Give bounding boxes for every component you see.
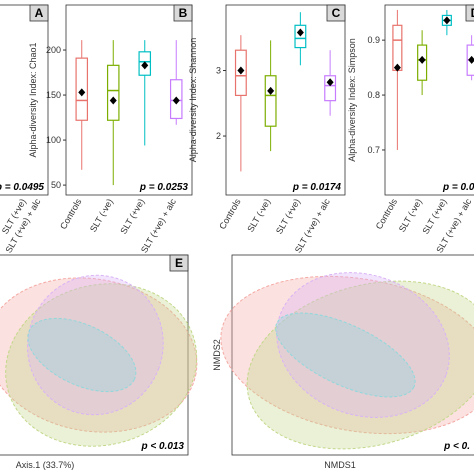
x-tick-label: SLT (-ve) xyxy=(245,197,272,234)
x-tick-label: Controls xyxy=(217,197,243,231)
box xyxy=(106,64,120,121)
group-ellipse xyxy=(27,317,137,393)
mean-marker xyxy=(443,16,451,25)
y-tick-label: 200 xyxy=(46,45,61,55)
group-ellipse xyxy=(27,274,164,416)
panel-letter: D xyxy=(471,6,474,20)
box xyxy=(264,75,277,127)
group-ellipse xyxy=(5,283,198,447)
mean-marker xyxy=(172,96,180,105)
y-tick-label: 3 xyxy=(216,66,221,76)
x-tick-label: SLT (-ve) xyxy=(397,197,424,234)
mean-marker xyxy=(393,63,401,72)
x-tick-label: Controls xyxy=(58,197,84,231)
mean-marker xyxy=(109,96,117,105)
x-tick-label: SLT (+ve) xyxy=(420,197,448,236)
mean-marker xyxy=(237,66,245,75)
p-value: p = 0.0174 xyxy=(292,182,342,193)
strip xyxy=(173,4,193,22)
panel-letter: E xyxy=(175,256,183,270)
panel-letter: C xyxy=(332,6,341,20)
y-tick-label: 0.9 xyxy=(367,35,380,45)
p-value: p = 0.02 xyxy=(442,182,474,193)
group-ellipse xyxy=(220,275,474,435)
strip xyxy=(29,4,49,22)
p-value: p = 0.0253 xyxy=(139,182,189,193)
p-value: p < 0. xyxy=(443,441,470,452)
panel-frame xyxy=(0,4,49,196)
y-axis-label: Alpha-diversity Index: Chao1 xyxy=(28,42,38,157)
y-axis-label: Alpha-diversity Index: Simpson xyxy=(347,38,357,162)
mean-marker xyxy=(141,61,149,70)
group-ellipse xyxy=(276,272,450,418)
mean-marker xyxy=(78,88,86,97)
y-tick-label: 50 xyxy=(51,180,61,190)
x-axis-label: NMDS1 xyxy=(324,460,356,470)
box xyxy=(392,24,403,71)
x-tick-label: SLT (-ve) xyxy=(88,197,115,234)
strip xyxy=(326,4,346,22)
panel-letter: B xyxy=(179,6,188,20)
x-tick-label: SLT (+ve) xyxy=(118,197,146,236)
mean-marker xyxy=(296,28,304,37)
panel-frame xyxy=(0,254,189,456)
y-tick-label: 150 xyxy=(46,90,61,100)
mean-marker xyxy=(326,78,334,87)
y-tick-label: 2 xyxy=(216,131,221,141)
p-value: p = 0.0495 xyxy=(0,182,44,193)
mean-marker xyxy=(418,55,426,64)
p-value: p < 0.013 xyxy=(140,441,184,452)
box xyxy=(324,75,337,102)
x-tick-label: SLT (+ve) + alc xyxy=(139,197,178,255)
panel-frame xyxy=(231,254,474,456)
group-ellipse xyxy=(246,280,474,450)
y-axis-label: Alpha-diversity Index: Shannon xyxy=(188,38,198,163)
strip xyxy=(465,4,474,22)
panel-letter: A xyxy=(35,6,44,20)
y-tick-label: 0.8 xyxy=(367,90,380,100)
group-ellipse xyxy=(0,277,198,433)
y-tick-label: 100 xyxy=(46,135,61,145)
strip xyxy=(169,254,189,272)
y-tick-label: 0.7 xyxy=(367,145,380,155)
x-tick-label: Controls xyxy=(374,197,400,231)
mean-marker xyxy=(267,86,275,95)
group-ellipse xyxy=(275,312,416,398)
x-axis-label: Axis.1 (33.7%) xyxy=(16,460,75,470)
x-tick-label: SLT (+ve) xyxy=(274,197,302,236)
mean-marker xyxy=(468,55,474,64)
y-axis-label: NMDS2 xyxy=(212,339,222,371)
